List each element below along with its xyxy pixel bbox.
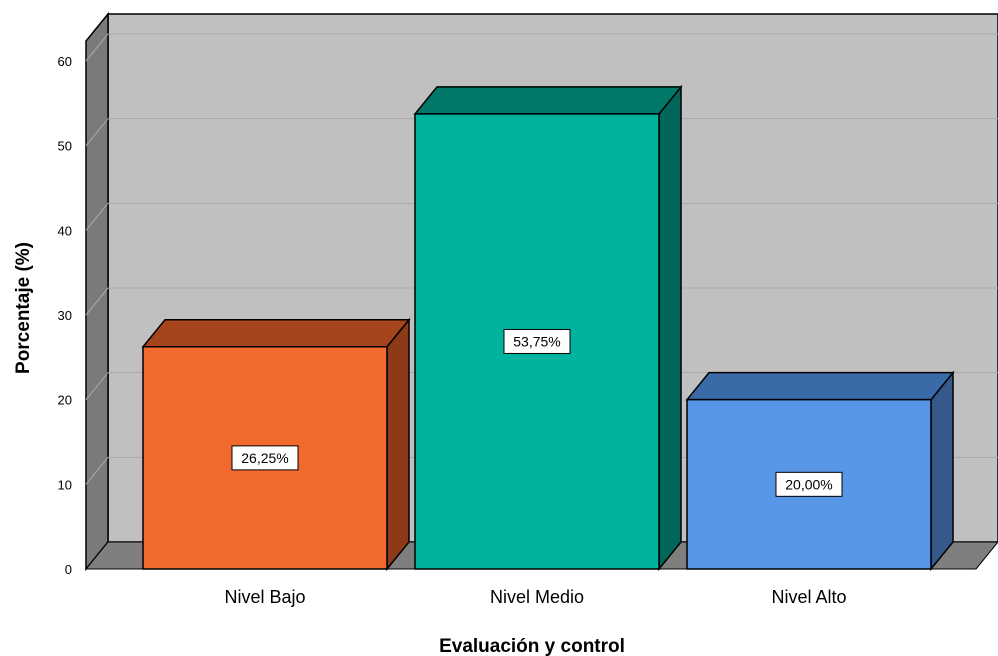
y-tick-label: 0	[65, 562, 72, 577]
gridline-side	[85, 287, 109, 316]
data-label-text: 20,00%	[785, 476, 832, 492]
gridline-side	[85, 118, 109, 146]
y-tick-label: 40	[58, 223, 72, 238]
data-label-text: 26,25%	[241, 450, 288, 466]
bar-side	[386, 317, 410, 572]
bar-top	[141, 319, 411, 348]
x-category-label: Nivel Alto	[771, 587, 846, 607]
gridline-side	[85, 372, 109, 400]
data-label: 20,00%	[775, 471, 843, 497]
bar-1	[141, 317, 411, 572]
bar-top	[413, 86, 683, 115]
data-label-box	[775, 471, 843, 497]
gridline-side	[85, 203, 109, 231]
bar-3	[685, 370, 955, 572]
data-label: 53,75%	[503, 328, 571, 354]
bar-side	[930, 370, 954, 572]
bar-side	[658, 84, 682, 572]
x-category-labels: Nivel Bajo Nivel Medio Nivel Alto	[224, 587, 846, 607]
y-tick-label: 10	[58, 477, 72, 492]
data-label: 26,25%	[231, 445, 299, 471]
data-label-box	[503, 328, 571, 354]
y-tick-label: 50	[58, 139, 72, 154]
x-category-label: Nivel Bajo	[224, 587, 305, 607]
y-tick-label: 30	[58, 308, 72, 323]
y-tick-label: 20	[58, 393, 72, 408]
data-label-text: 53,75%	[513, 333, 560, 349]
data-labels: 26,25% 53,75% 20,00%	[231, 328, 843, 497]
gridline-side	[85, 33, 109, 62]
x-category-label: Nivel Medio	[490, 587, 584, 607]
y-tick-label: 60	[58, 54, 72, 69]
bar-top	[685, 371, 955, 401]
data-label-box	[231, 445, 299, 471]
x-axis-title: Evaluación y control	[439, 636, 625, 656]
y-tick-labels: 0 10 20 30 40 50 60	[58, 54, 72, 577]
gridline-side	[85, 457, 109, 485]
bar-2	[413, 84, 683, 572]
y-axis-title: Porcentaje (%)	[13, 242, 34, 374]
